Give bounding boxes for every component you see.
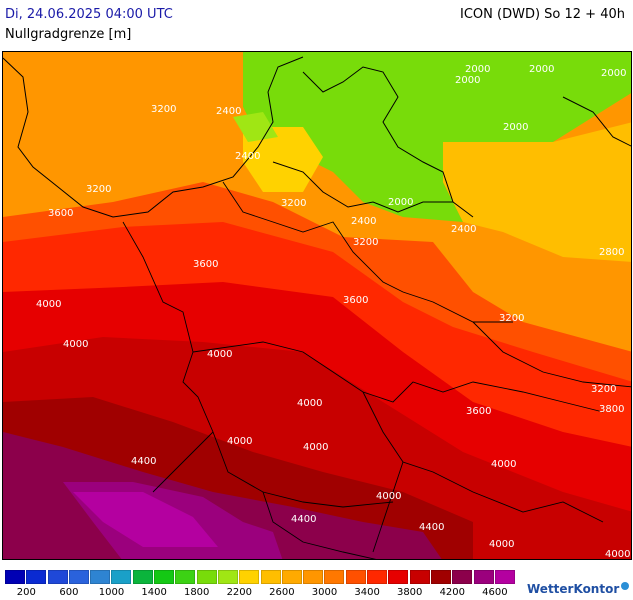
coastlines <box>3 56 631 218</box>
legend-tick-label: 2200 <box>226 587 253 598</box>
isoline-label: 4000 <box>303 442 328 453</box>
legend-swatch <box>111 570 132 584</box>
isoline-label: 2000 <box>455 75 480 86</box>
isoline-label: 2800 <box>599 247 624 258</box>
freezing-level-map: 2000 2000 2000 2000 2000 2000 2400 2400 … <box>2 51 632 560</box>
variable-label: Nullgradgrenze [m] <box>5 27 132 42</box>
band-2400 <box>243 127 323 192</box>
legend-swatch <box>367 570 388 584</box>
legend-swatch <box>175 570 196 584</box>
isoline-label: 4000 <box>605 549 630 560</box>
band-5000 <box>73 492 218 547</box>
legend-tick-label: 1400 <box>141 587 167 598</box>
legend-swatch <box>68 570 89 584</box>
isoline-labels: 2000 2000 2000 2000 2000 2000 2400 2400 … <box>36 64 630 560</box>
isoline-label: 4400 <box>419 522 444 533</box>
legend-tick-label: 1000 <box>98 587 125 598</box>
legend-swatch <box>196 570 217 584</box>
legend-swatch <box>452 570 473 584</box>
legend-swatch <box>5 570 25 584</box>
legend-swatch <box>409 570 430 584</box>
legend-tick-label: 3400 <box>354 587 380 598</box>
legend-tick-label: 600 <box>59 587 79 598</box>
isoline-label: 3200 <box>591 384 616 395</box>
legend-tick-label: 1800 <box>183 587 210 598</box>
legend-tick-label: 3000 <box>311 587 338 598</box>
country-borders <box>122 181 631 559</box>
legend-tick-label: 4600 <box>482 587 508 598</box>
legend-swatch <box>217 570 238 584</box>
legend-tick-label: 4200 <box>439 587 466 598</box>
isoline-label: 2000 <box>465 64 490 75</box>
isoline-label: 3600 <box>466 406 491 417</box>
isoline-label: 4000 <box>297 398 322 409</box>
map-canvas: 2000 2000 2000 2000 2000 2000 2400 2400 … <box>3 52 631 560</box>
isoline-label: 3600 <box>48 208 73 219</box>
band-2000 <box>213 52 631 222</box>
legend-swatch <box>494 570 515 584</box>
isoline-label: 2000 <box>529 64 554 75</box>
legend-swatch <box>281 570 302 584</box>
forecast-datetime: Di, 24.06.2025 04:00 UTC <box>5 7 173 22</box>
legend-swatch <box>324 570 345 584</box>
isoline-label: 3200 <box>151 104 176 115</box>
isoline-label: 2000 <box>388 197 413 208</box>
isoline-label: 3200 <box>499 313 524 324</box>
legend-swatch <box>90 570 111 584</box>
legend-swatch <box>473 570 494 584</box>
isoline-label: 4000 <box>489 539 514 550</box>
isoline-label: 2400 <box>235 151 260 162</box>
isoline-label: 4000 <box>63 339 88 350</box>
isoline-label: 2000 <box>503 122 528 133</box>
band-2600 <box>443 122 631 262</box>
legend-tick-label: 2600 <box>269 587 295 598</box>
legend-swatch <box>26 570 47 584</box>
isoline-label: 3600 <box>343 295 368 306</box>
legend-tick-label: 200 <box>16 587 36 598</box>
color-legend: 200 600 1000 1400 1800 2200 2600 3000 3400 3800 42… <box>5 570 515 600</box>
isoline-label: 2000 <box>601 68 626 79</box>
brand-logo: WetterKontor <box>527 582 630 596</box>
isoline-label: 2400 <box>351 216 376 227</box>
isoline-label: 3600 <box>193 259 218 270</box>
isoline-label: 4000 <box>36 299 61 310</box>
model-run-label: ICON (DWD) So 12 + 40h <box>460 7 625 22</box>
legend-swatch <box>345 570 366 584</box>
legend-swatch <box>239 570 260 584</box>
isoline-label: 2400 <box>216 106 241 117</box>
brand-name: WetterKontor <box>527 582 620 596</box>
legend-swatch <box>260 570 281 584</box>
legend-swatch <box>154 570 175 584</box>
legend-swatch <box>132 570 153 584</box>
legend-swatches <box>5 570 516 584</box>
isoline-label: 3200 <box>86 184 111 195</box>
legend-swatch <box>430 570 451 584</box>
isoline-label: 2400 <box>451 224 476 235</box>
legend-tick-label: 3800 <box>396 587 423 598</box>
isoline-label: 4000 <box>207 349 232 360</box>
legend-swatch <box>303 570 324 584</box>
isoline-label: 3200 <box>353 237 378 248</box>
legend-ticks: 200 600 1000 1400 1800 2200 2600 3000 3400 3800 42… <box>5 587 525 599</box>
isoline-label: 4000 <box>376 491 401 502</box>
isoline-label: 3800 <box>599 404 624 415</box>
legend-swatch <box>388 570 409 584</box>
legend-swatch <box>47 570 68 584</box>
brand-logo-icon <box>621 582 630 590</box>
isoline-label: 4000 <box>491 459 516 470</box>
isoline-label: 4400 <box>131 456 156 467</box>
isoline-label: 4000 <box>227 436 252 447</box>
isoline-label: 3200 <box>281 198 306 209</box>
isoline-label: 4400 <box>291 514 316 525</box>
band-2200 <box>233 112 278 142</box>
band-north-3000 <box>163 52 263 162</box>
